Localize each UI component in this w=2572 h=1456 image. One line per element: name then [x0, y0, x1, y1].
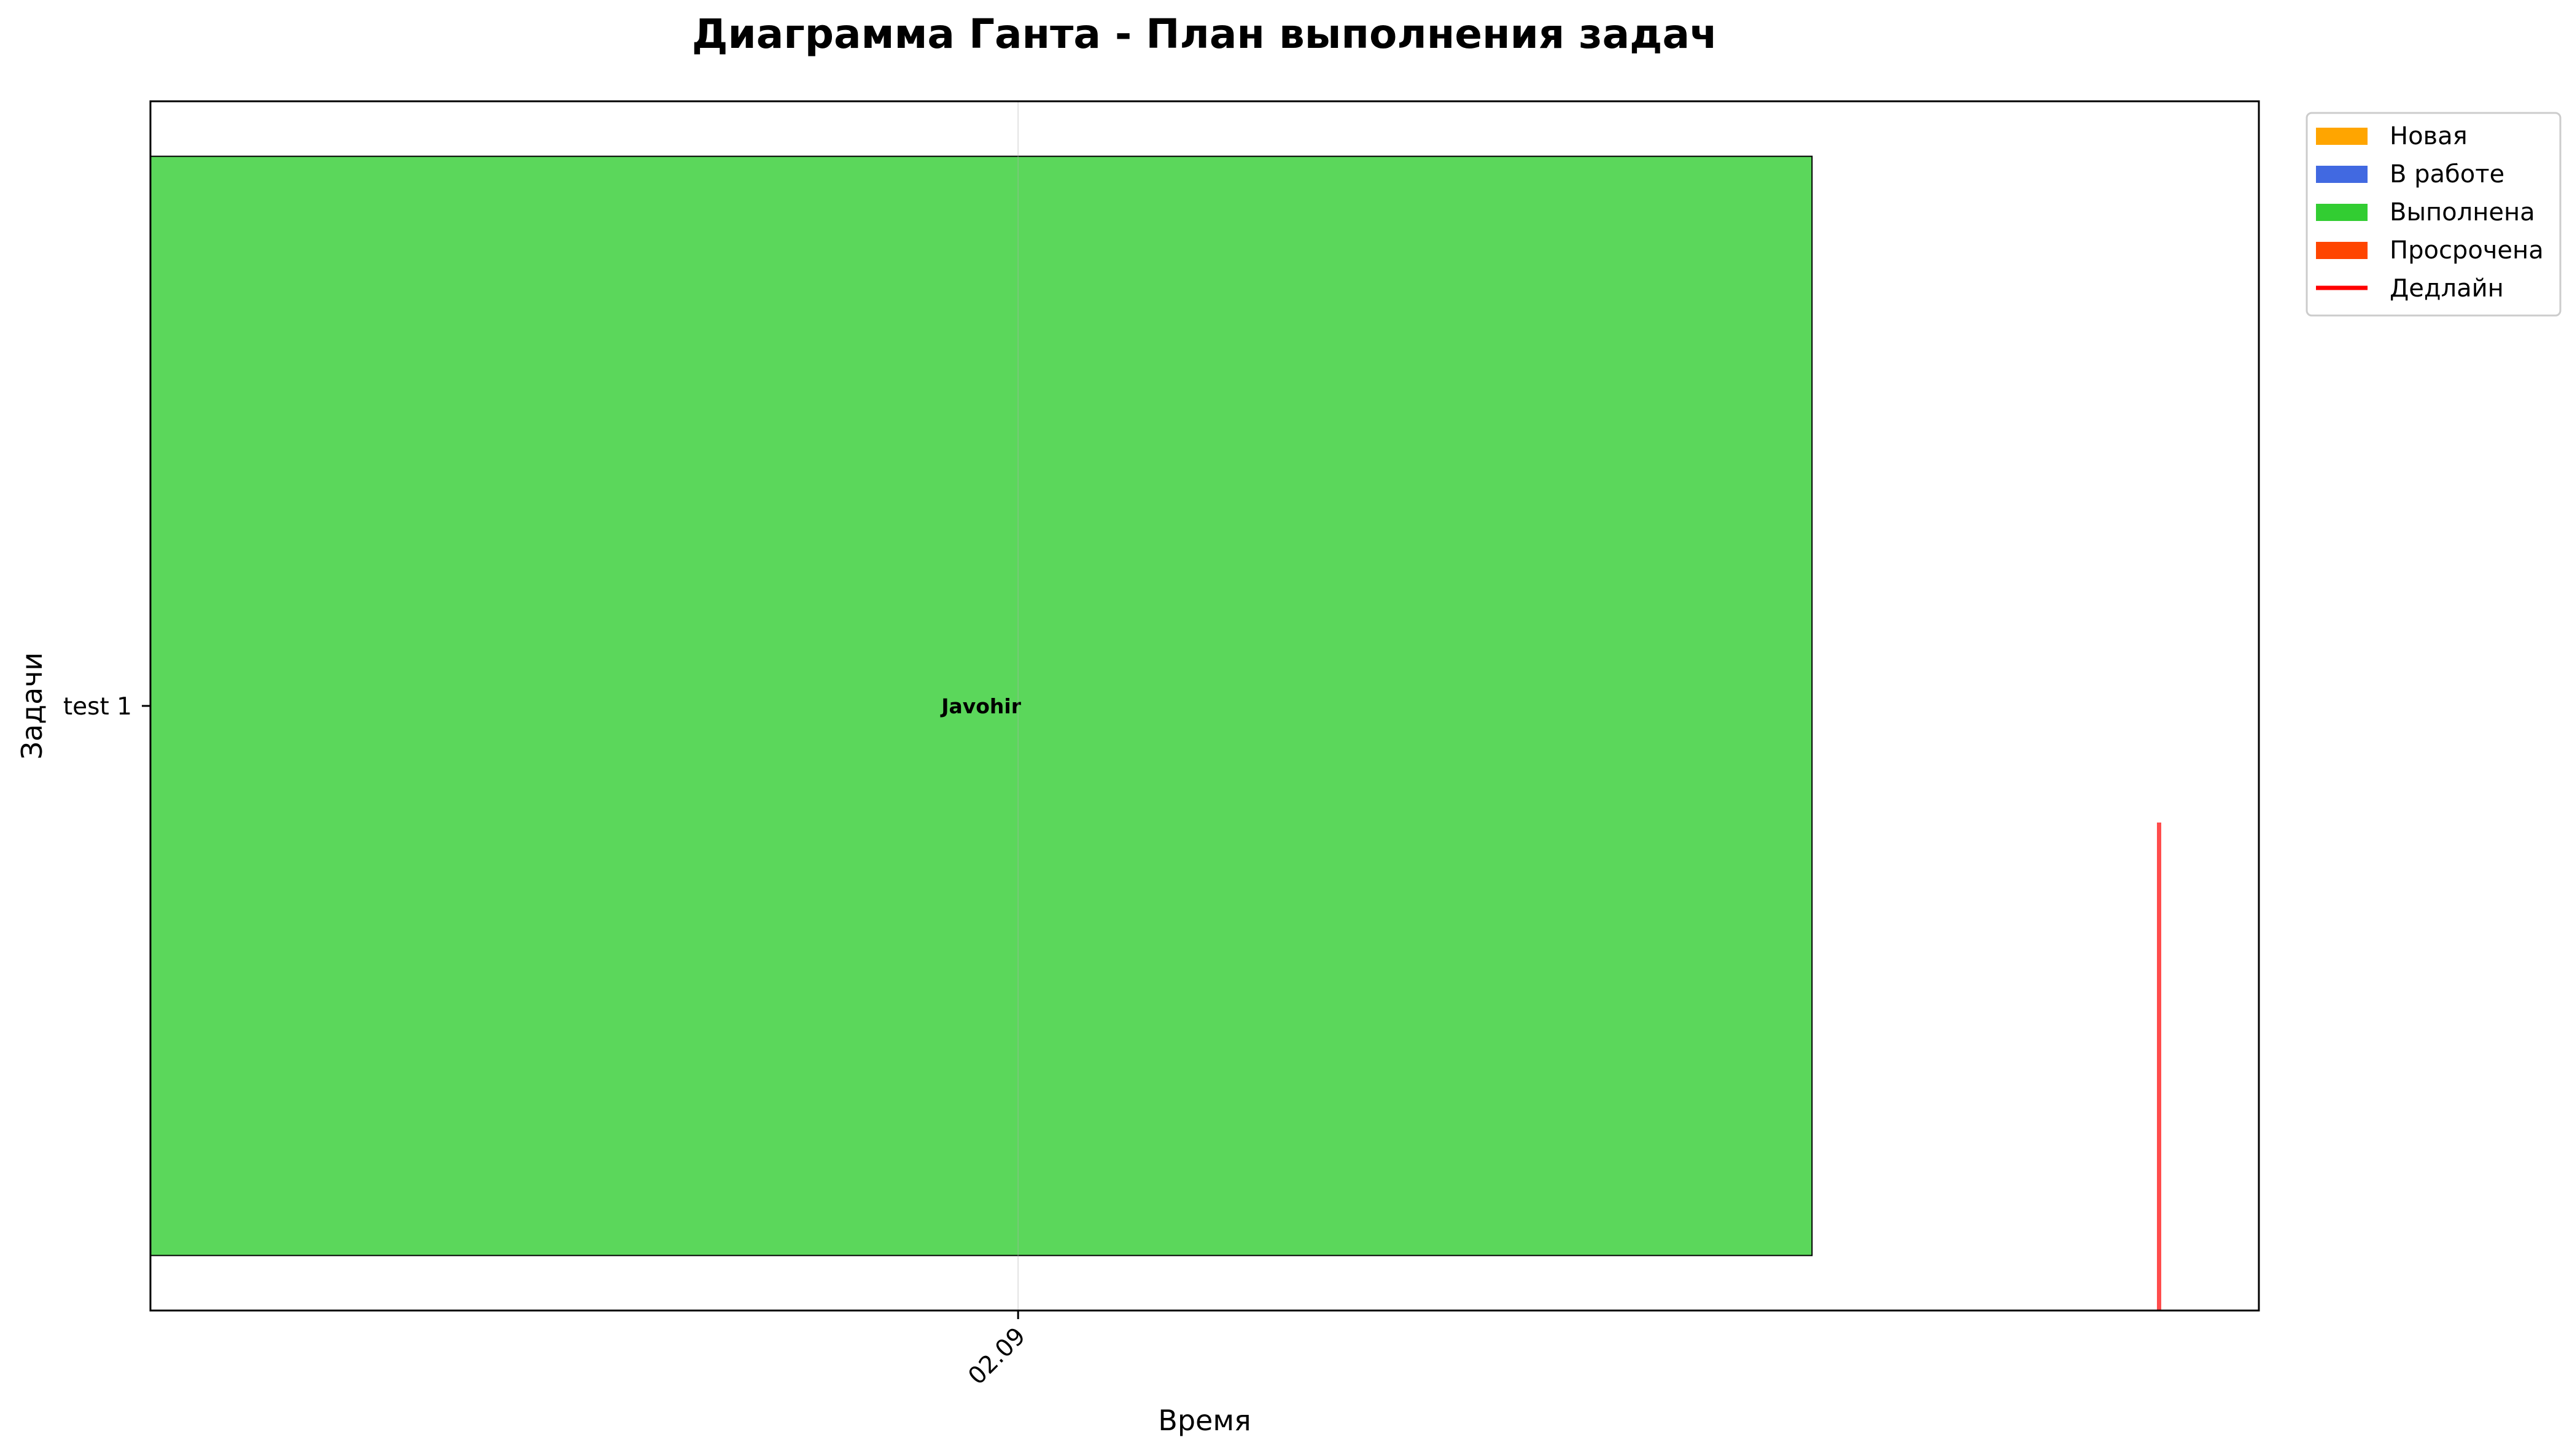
y-tick-label: test 1 [63, 693, 132, 721]
y-axis-label: Задачи [15, 652, 49, 760]
legend: Новая В работе Выполнена Просрочена Дедлайн [2306, 112, 2562, 317]
legend-label: В работе [2390, 160, 2504, 188]
legend-label: Просрочена [2390, 236, 2544, 265]
plot-area: Javohir test 1 02.09 [63, 101, 2161, 1390]
chart-title: Диаграмма Ганта - План выполнения задач [692, 10, 1718, 58]
legend-swatch [2316, 242, 2368, 259]
legend-box [2306, 112, 2562, 317]
x-tick-label: 02.09 [963, 1322, 1031, 1390]
legend-label: Выполнена [2390, 198, 2535, 227]
legend-swatch [2316, 128, 2368, 145]
task-assignee-label: Javohir [940, 694, 1022, 718]
legend-label: Дедлайн [2390, 274, 2504, 303]
plot-frame [149, 100, 2260, 1312]
legend-swatch [2316, 204, 2368, 221]
legend-swatch [2316, 166, 2368, 183]
x-axis-label: Время [1158, 1404, 1251, 1437]
task-bar [150, 155, 1813, 1257]
legend-label: Новая [2390, 122, 2468, 150]
